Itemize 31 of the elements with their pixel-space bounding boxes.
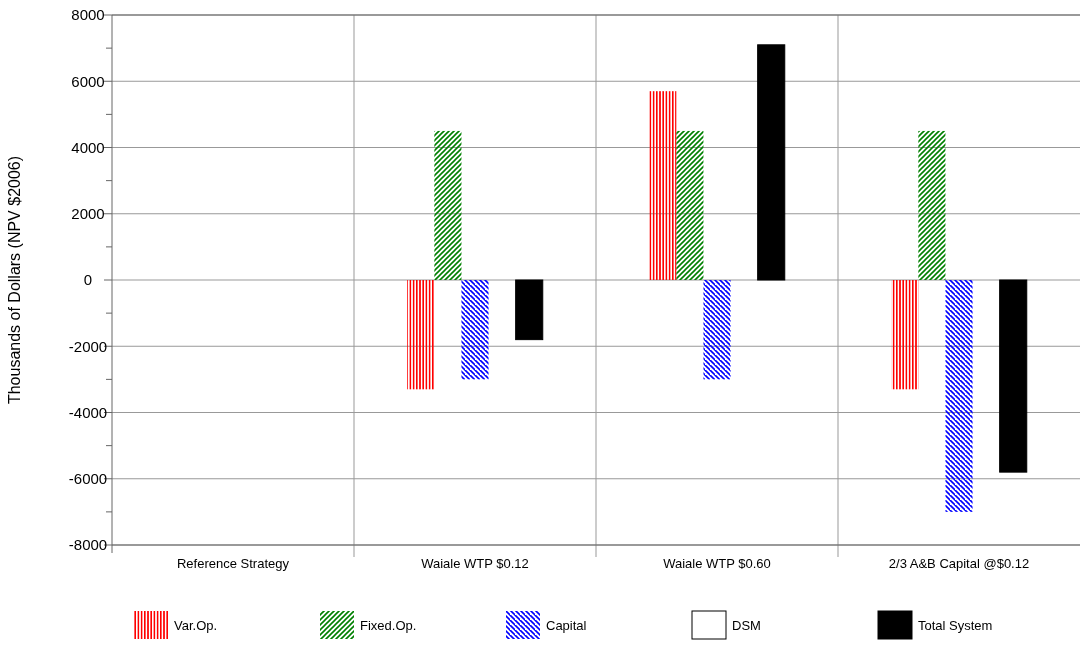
- bar: [757, 44, 786, 281]
- y-tick-label: -8000: [68, 536, 108, 554]
- legend-label: DSM: [732, 617, 761, 633]
- y-tick-label: 4000: [71, 138, 105, 156]
- y-tick-label: -6000: [68, 470, 108, 487]
- y-tick-label: 6000: [71, 72, 105, 90]
- bar: [461, 280, 489, 380]
- legend-label: Var.Op.: [174, 617, 218, 633]
- legend-label: Total System: [918, 617, 993, 633]
- x-tick-label: 2/3 A&B Capital @$0.12: [888, 556, 1030, 571]
- bar: [676, 130, 704, 280]
- y-tick-label: 2000: [71, 205, 105, 222]
- x-tick-label: Reference Strategy: [176, 556, 290, 571]
- y-tick-label: -4000: [68, 403, 108, 421]
- y-tick-label: 0: [83, 271, 93, 289]
- bar: [945, 280, 973, 512]
- bar: [891, 280, 919, 390]
- bar: [999, 279, 1028, 473]
- y-axis-title: Thousands of Dollars (NPV $2006): [6, 155, 23, 405]
- x-tick-label: Waiale WTP $0.60: [663, 556, 771, 571]
- bar: [703, 280, 731, 380]
- y-tick-label: 8000: [71, 6, 105, 24]
- x-tick-label: Waiale WTP $0.12: [421, 556, 529, 571]
- bar: [434, 130, 462, 280]
- y-tick-label: -2000: [68, 337, 108, 355]
- bar: [407, 280, 435, 390]
- bar: [649, 91, 677, 280]
- bar: [918, 130, 946, 280]
- bar: [515, 279, 544, 341]
- legend-label: Capital: [546, 617, 587, 633]
- legend-label: Fixed.Op.: [360, 617, 417, 633]
